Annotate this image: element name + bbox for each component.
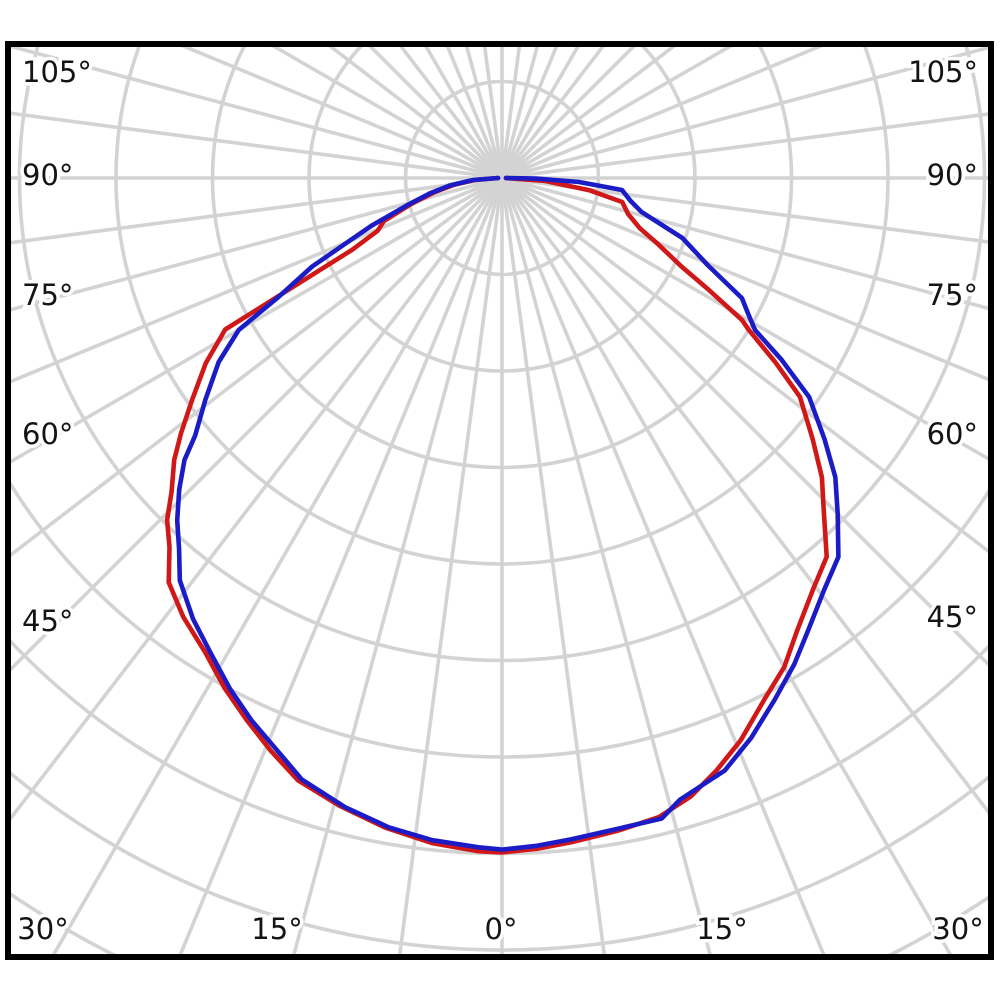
angle-label: 90° [927, 158, 978, 192]
intensity-curves [164, 175, 841, 855]
angle-label: 75° [22, 278, 73, 312]
angle-label: 0° [485, 912, 518, 946]
grid-ring [11, 771, 988, 952]
angle-label: 45° [22, 604, 73, 638]
angle-label: 15° [696, 912, 747, 946]
grid-ring [11, 639, 988, 856]
angle-label: 60° [22, 417, 73, 451]
angle-label: 30° [932, 912, 983, 946]
angle-label: 75° [927, 278, 978, 312]
angle-label: 60° [927, 417, 978, 451]
angle-label: 105° [22, 55, 92, 89]
chart-frame [5, 41, 994, 960]
grid-ray [398, 47, 522, 954]
angle-label: 105° [908, 55, 978, 89]
angle-label: 30° [17, 912, 68, 946]
red-curve [164, 175, 829, 855]
angle-label: 90° [22, 158, 73, 192]
blue-curve [174, 175, 841, 852]
angle-labels: 105° 90° 75° 60° 45° 105° 90° 75° 60° 45° 30° 15° 0°… [14, 52, 987, 950]
angle-label: 15° [251, 912, 302, 946]
angle-label: 45° [927, 600, 978, 634]
